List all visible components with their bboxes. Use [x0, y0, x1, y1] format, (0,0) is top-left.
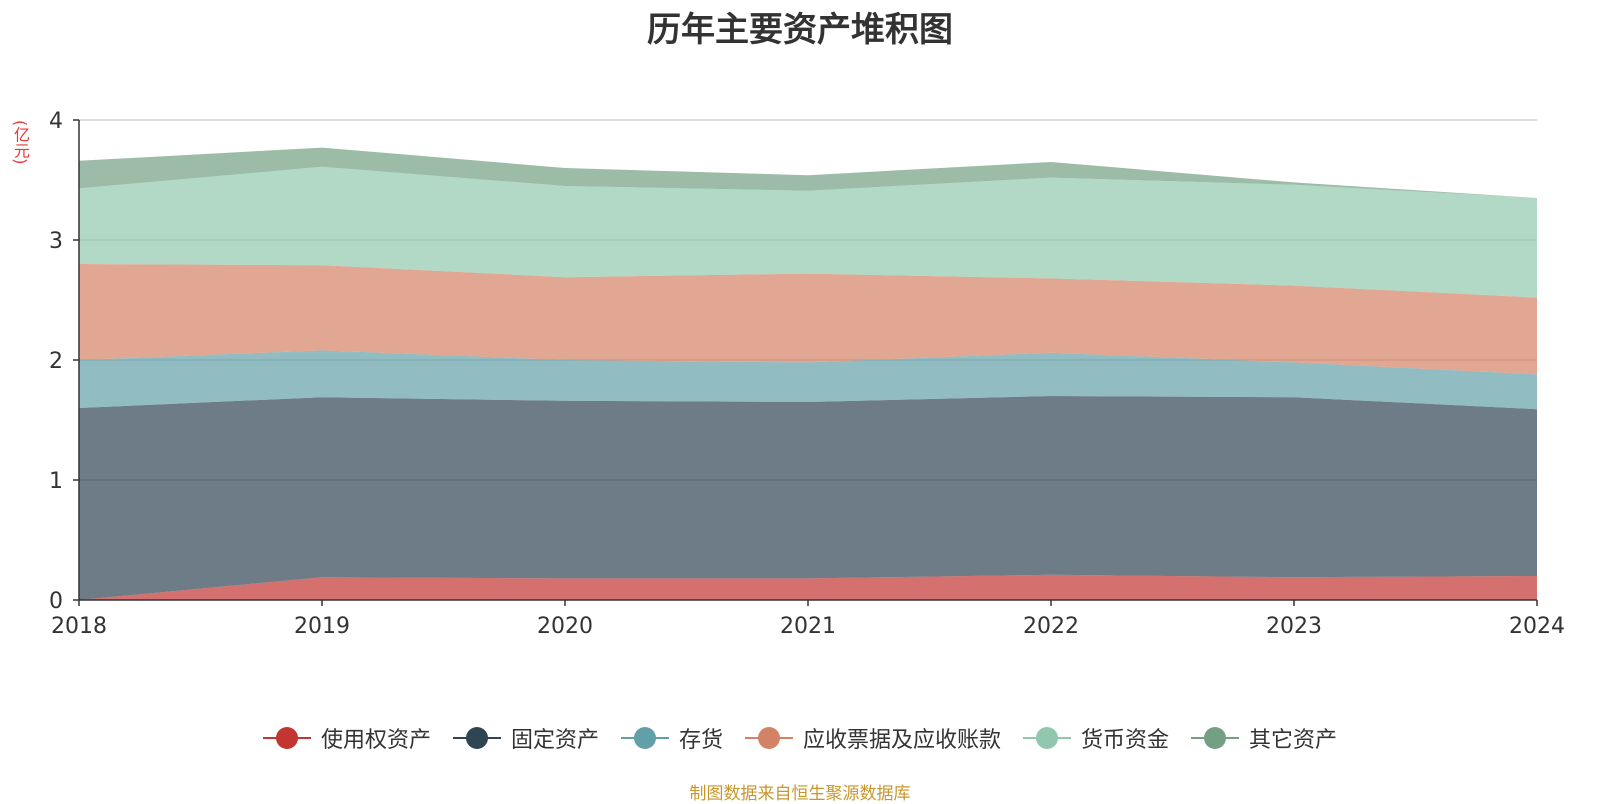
y-tick-label-1: 1 — [49, 469, 63, 494]
area-series-3 — [79, 264, 1537, 375]
x-tick-label-2018: 2018 — [51, 614, 107, 639]
legend-item-1[interactable]: 固定资产 — [452, 722, 599, 754]
legend-label: 其它资产 — [1249, 728, 1338, 753]
x-tick-label-2022: 2022 — [1023, 614, 1079, 639]
legend-label: 使用权资产 — [320, 728, 431, 753]
legend-item-2[interactable]: 存货 — [620, 722, 723, 754]
x-tick-label-2021: 2021 — [780, 614, 836, 639]
legend-marker-icon — [1191, 726, 1240, 750]
legend-marker-icon — [452, 726, 501, 750]
legend-label: 货币资金 — [1081, 728, 1170, 753]
y-tick-label-0: 0 — [49, 589, 63, 614]
legend-item-5[interactable]: 其它资产 — [1191, 722, 1337, 754]
area-series-0 — [79, 574, 1537, 600]
x-tick-label-2023: 2023 — [1266, 614, 1322, 639]
legend-item-4[interactable]: 货币资金 — [1023, 722, 1169, 754]
y-axis-unit-label: (亿元) — [11, 120, 30, 165]
x-tick-label-2024: 2024 — [1509, 614, 1565, 639]
area-series-2 — [79, 350, 1537, 410]
source-note: 制图数据来自恒生聚源数据库 — [689, 784, 911, 804]
y-tick-label-2: 2 — [49, 349, 63, 374]
legend-label: 固定资产 — [510, 728, 599, 753]
area-series-1 — [79, 396, 1537, 600]
legend-marker-icon — [745, 726, 793, 750]
legend-marker-icon — [262, 726, 311, 750]
legend-item-3[interactable]: 应收票据及应收账款 — [745, 722, 1001, 754]
x-tick-label-2019: 2019 — [294, 614, 350, 639]
area-series — [79, 147, 1537, 600]
x-tick-label-2020: 2020 — [537, 614, 593, 639]
legend: 使用权资产 固定资产 存货 应收票据及应收账款 货币资金 其它资产 — [0, 722, 1600, 754]
y-tick-label-4: 4 — [49, 109, 63, 134]
legend-label: 存货 — [678, 728, 723, 753]
legend-marker-icon — [620, 726, 669, 750]
legend-marker-icon — [1023, 726, 1072, 750]
legend-item-0[interactable]: 使用权资产 — [262, 722, 431, 754]
area-series-5 — [79, 147, 1537, 198]
chart-title: 历年主要资产堆积图 — [647, 10, 953, 50]
y-tick-label-3: 3 — [49, 229, 63, 254]
area-series-4 — [79, 166, 1537, 298]
legend-label: 应收票据及应收账款 — [803, 728, 1002, 753]
axes: 0 1 2 3 4 2018 2019 2020 2021 2022 2023 2024 — [49, 109, 1565, 639]
